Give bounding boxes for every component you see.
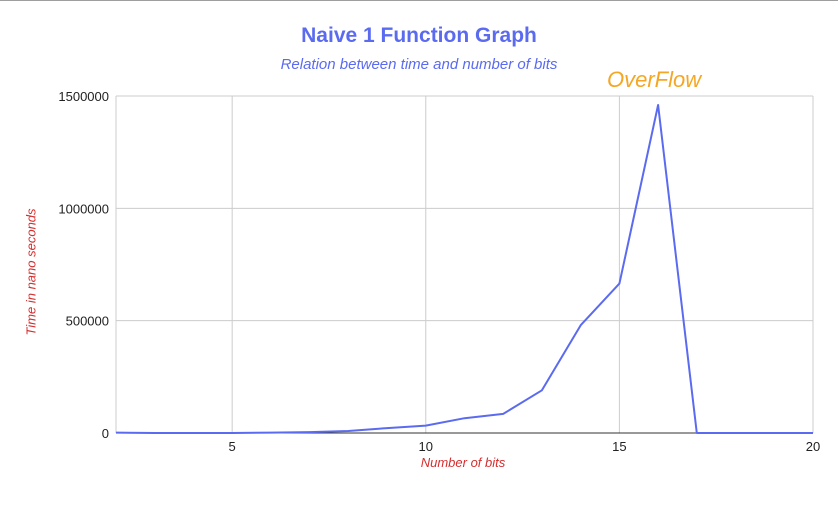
y-tick-label: 1500000 <box>58 89 109 104</box>
top-border <box>0 0 838 1</box>
x-tick-label: 10 <box>419 439 433 454</box>
tick-labels: 0 500000 1000000 1500000 5 10 15 20 <box>58 89 820 454</box>
chart-title: Naive 1 Function Graph <box>301 24 537 47</box>
x-tick-label: 20 <box>806 439 820 454</box>
y-tick-label: 1000000 <box>58 201 109 216</box>
series-line <box>115 104 813 434</box>
overflow-annotation: OverFlow <box>607 67 702 92</box>
chart-subtitle: Relation between time and number of bits <box>280 56 558 73</box>
x-axis-label: Number of bits <box>420 455 506 470</box>
y-tick-label: 500000 <box>66 314 109 329</box>
x-tick-label: 5 <box>229 439 236 454</box>
grid-lines <box>115 95 814 433</box>
y-tick-label: 0 <box>102 426 109 441</box>
series-group <box>115 104 813 434</box>
x-tick-label: 15 <box>612 439 626 454</box>
